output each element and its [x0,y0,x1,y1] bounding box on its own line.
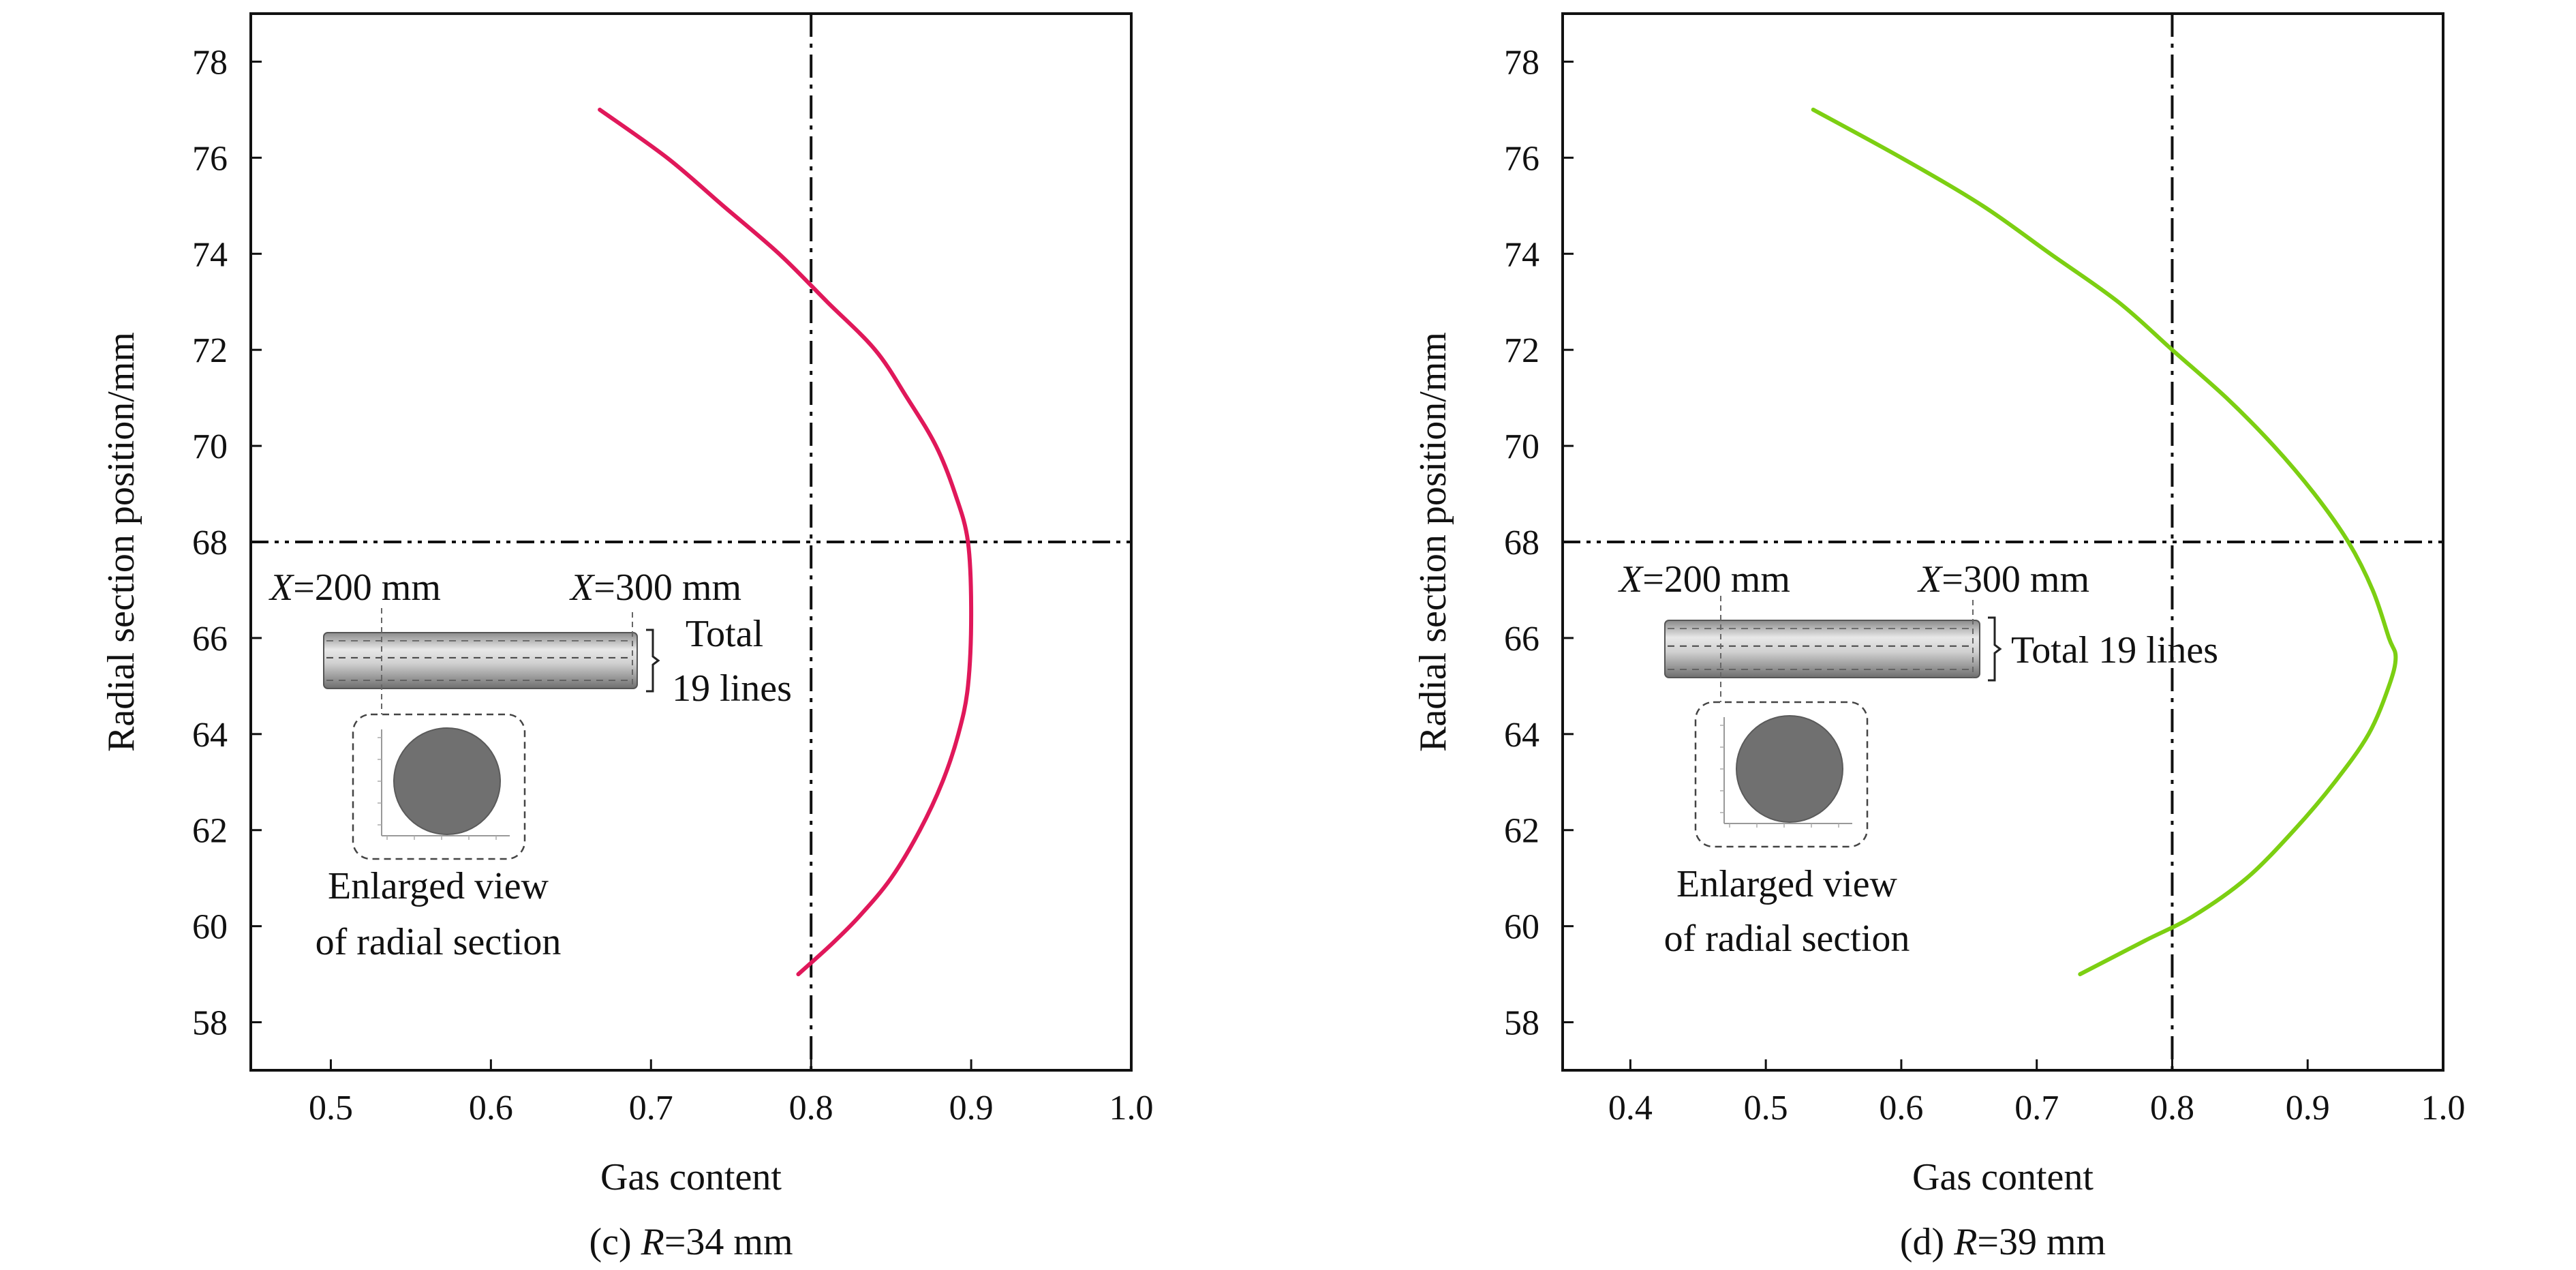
x200-val: =200 mm [1642,558,1790,601]
x-tick-label: 0.8 [2150,1089,2194,1128]
cross-section-disk [393,727,501,835]
label-x200: X=200 mm [269,566,441,609]
y-tick-label: 68 [192,524,228,562]
x200-var: X [269,566,295,609]
x-tick-label: 0.5 [1744,1089,1788,1128]
y-axis-title: Radial section position/mm [100,332,142,752]
lines-label-2: 19 lines [672,667,792,710]
caption-prefix: (d) [1900,1221,1954,1263]
y-tick-label: 70 [192,427,228,466]
caption-var: R [1953,1221,1977,1263]
enlarged-label-1: Enlarged view [328,865,549,907]
x-tick-label: 0.8 [789,1089,833,1128]
chart-panel-d: 0.4 0.5 0.6 0.7 0.8 0.9 1.0 58 60 62 64 66 68 70 72 74 7… [1412,12,2466,1263]
y-tick-label: 66 [1504,620,1539,659]
label-x300: X=300 mm [1917,558,2089,601]
y-tick-label: 74 [192,235,228,274]
y-tick-label: 58 [1504,1004,1539,1043]
y-tick-label: 60 [1504,908,1539,947]
figure-caption: (c) R=34 mm [589,1221,793,1263]
y-tick-label: 76 [1504,139,1539,178]
x300-var: X [1917,558,1944,601]
y-tick-label: 64 [192,716,228,755]
y-axis-title: Radial section position/mm [1412,332,1454,752]
series-line [1811,107,2398,977]
lines-label-1: Total [686,613,763,655]
x-tick-label: 0.4 [1608,1089,1653,1128]
lines-brace [646,629,660,693]
enlarged-label-2: of radial section [316,921,562,963]
enlarged-label-2: of radial section [1664,918,1910,960]
x-tick-label: 1.0 [2421,1089,2466,1128]
lines-label: Total 19 lines [2011,629,2218,671]
y-tick-label: 64 [1504,716,1539,755]
caption-prefix: (c) [589,1221,641,1263]
x-tick-label: 0.9 [2286,1089,2330,1128]
x-axis-title: Gas content [1912,1156,2094,1198]
x-tick-label: 0.7 [2014,1089,2059,1128]
x-tick-label: 0.5 [309,1089,353,1128]
y-tick-label: 66 [192,620,228,659]
x300-val: =300 mm [1942,558,2089,601]
figure-caption: (d) R=39 mm [1900,1221,2106,1263]
caption-var: R [641,1221,664,1263]
label-x300: X=300 mm [569,566,741,609]
y-tick-label: 60 [192,908,228,947]
x300-var: X [569,566,596,609]
x-axis-title: Gas content [600,1156,782,1198]
enlarged-label-1: Enlarged view [1676,863,1898,905]
y-tick-label: 70 [1504,427,1539,466]
y-tick-label: 62 [192,812,228,851]
x-tick-label: 1.0 [1109,1089,1154,1128]
label-x200: X=200 mm [1618,558,1790,601]
x-tick-label: 0.6 [1879,1089,1923,1128]
caption-suffix: =39 mm [1977,1221,2106,1263]
lines-brace [1988,616,2002,682]
pipe-body [1664,620,1980,678]
y-tick-label: 76 [192,139,228,178]
cross-section-disk [1736,715,1843,823]
chart-panel-c: 0.5 0.6 0.7 0.8 0.9 1.0 58 60 62 64 66 68 70 72 74 76 78… [100,12,1154,1263]
y-tick-label: 58 [192,1004,228,1043]
plot-frame [249,12,1133,1072]
y-tick-label: 68 [1504,524,1539,562]
caption-suffix: =34 mm [664,1221,793,1263]
pipe-body [323,632,638,689]
x200-val: =200 mm [293,566,441,609]
y-tick-label: 78 [1504,43,1539,82]
x-tick-label: 0.9 [949,1089,994,1128]
x-tick-label: 0.7 [629,1089,673,1128]
y-tick-label: 72 [192,331,228,370]
y-tick-label: 74 [1504,235,1539,274]
y-tick-label: 72 [1504,331,1539,370]
x300-val: =300 mm [594,566,741,609]
x-tick-label: 0.6 [469,1089,513,1128]
y-tick-label: 78 [192,43,228,82]
plot-frame [1561,12,2444,1072]
x200-var: X [1618,558,1644,601]
series-line [598,107,974,977]
y-tick-label: 62 [1504,812,1539,851]
